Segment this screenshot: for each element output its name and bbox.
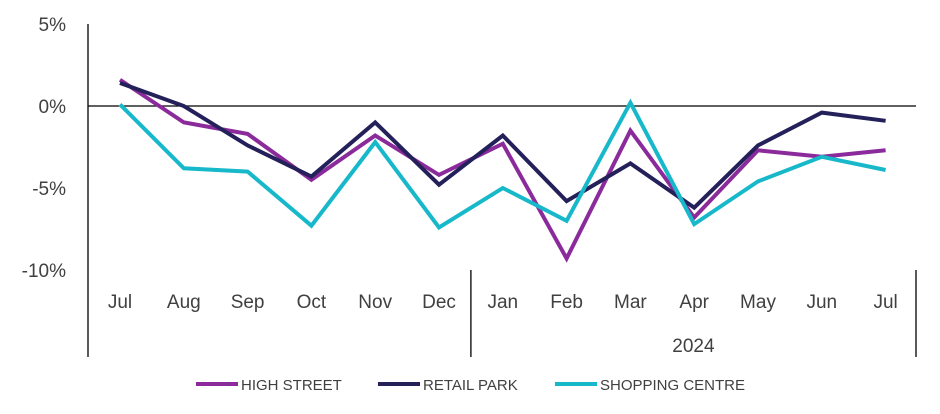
legend-label: HIGH STREET	[241, 377, 342, 394]
y-tick-labels: 5% 0% -5% -10%	[22, 15, 66, 282]
x-tick-label: Oct	[297, 292, 327, 313]
y-tick-label: -10%	[22, 261, 66, 282]
series-line-high-street	[118, 78, 886, 263]
series-lines	[118, 78, 887, 263]
y-tick-label: 5%	[39, 15, 67, 36]
x-tick-label: Jun	[806, 292, 837, 313]
x-tick-label: May	[740, 292, 776, 313]
y-tick-label: -5%	[32, 179, 66, 200]
legend: HIGH STREET RETAIL PARK SHOPPING CENTRE	[196, 377, 745, 394]
x-tick-labels: Jul Aug Sep Oct Nov Dec Jan Feb Mar Apr May Jun Jul 2…	[108, 292, 898, 357]
x-tick-label: Sep	[231, 292, 265, 313]
x-tick-label: Feb	[550, 292, 583, 313]
x-tick-label: Dec	[422, 292, 456, 313]
x-tick-label: Jul	[873, 292, 897, 313]
x-tick-label: Aug	[167, 292, 201, 313]
x-tick-label: Apr	[679, 292, 709, 313]
series-line-retail-park	[119, 81, 886, 211]
year-label: 2024	[672, 336, 715, 357]
series-line-shopping-centre	[118, 98, 887, 231]
axes	[87, 24, 917, 357]
legend-label: RETAIL PARK	[423, 377, 518, 394]
x-tick-label: Mar	[614, 292, 647, 313]
legend-label: SHOPPING CENTRE	[600, 377, 745, 394]
x-tick-label: Jul	[108, 292, 132, 313]
y-tick-label: 0%	[39, 97, 67, 118]
x-tick-label: Jan	[487, 292, 518, 313]
x-tick-label: Nov	[358, 292, 392, 313]
